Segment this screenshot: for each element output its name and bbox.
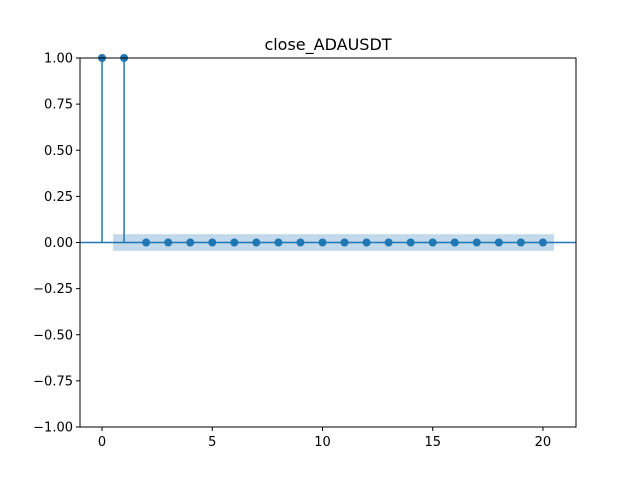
stem-marker bbox=[450, 238, 459, 247]
stem-marker bbox=[538, 238, 547, 247]
y-tick-label: −0.50 bbox=[33, 328, 73, 343]
stem-marker bbox=[406, 238, 415, 247]
y-tick-label: 0.50 bbox=[44, 144, 73, 159]
y-tick-label: −0.25 bbox=[33, 282, 73, 297]
stem-marker bbox=[516, 238, 525, 247]
y-tick-label: 1.00 bbox=[44, 52, 73, 67]
y-tick-label: 0.25 bbox=[44, 190, 73, 205]
stem-marker bbox=[362, 238, 371, 247]
stem-marker bbox=[208, 238, 217, 247]
stem-marker bbox=[142, 238, 151, 247]
stem-marker bbox=[186, 238, 195, 247]
x-tick-label: 5 bbox=[208, 435, 216, 450]
y-tick-label: 0.75 bbox=[44, 98, 73, 113]
stem-marker bbox=[230, 238, 239, 247]
stem-marker bbox=[252, 238, 261, 247]
y-tick-label: −0.75 bbox=[33, 374, 73, 389]
stem-marker bbox=[164, 238, 173, 247]
stem-marker bbox=[384, 238, 393, 247]
x-tick-label: 10 bbox=[314, 435, 331, 450]
chart-title: close_ADAUSDT bbox=[264, 35, 391, 55]
stem-marker bbox=[494, 238, 503, 247]
stem-marker bbox=[318, 238, 327, 247]
stem-marker bbox=[472, 238, 481, 247]
y-tick-label: 0.00 bbox=[44, 236, 73, 251]
stem-marker bbox=[274, 238, 283, 247]
y-tick-label: −1.00 bbox=[33, 421, 73, 436]
x-tick-label: 15 bbox=[424, 435, 441, 450]
x-tick-label: 0 bbox=[98, 435, 106, 450]
x-tick-label: 20 bbox=[535, 435, 552, 450]
stem-marker bbox=[428, 238, 437, 247]
stem-marker bbox=[340, 238, 349, 247]
stem-marker bbox=[296, 238, 305, 247]
